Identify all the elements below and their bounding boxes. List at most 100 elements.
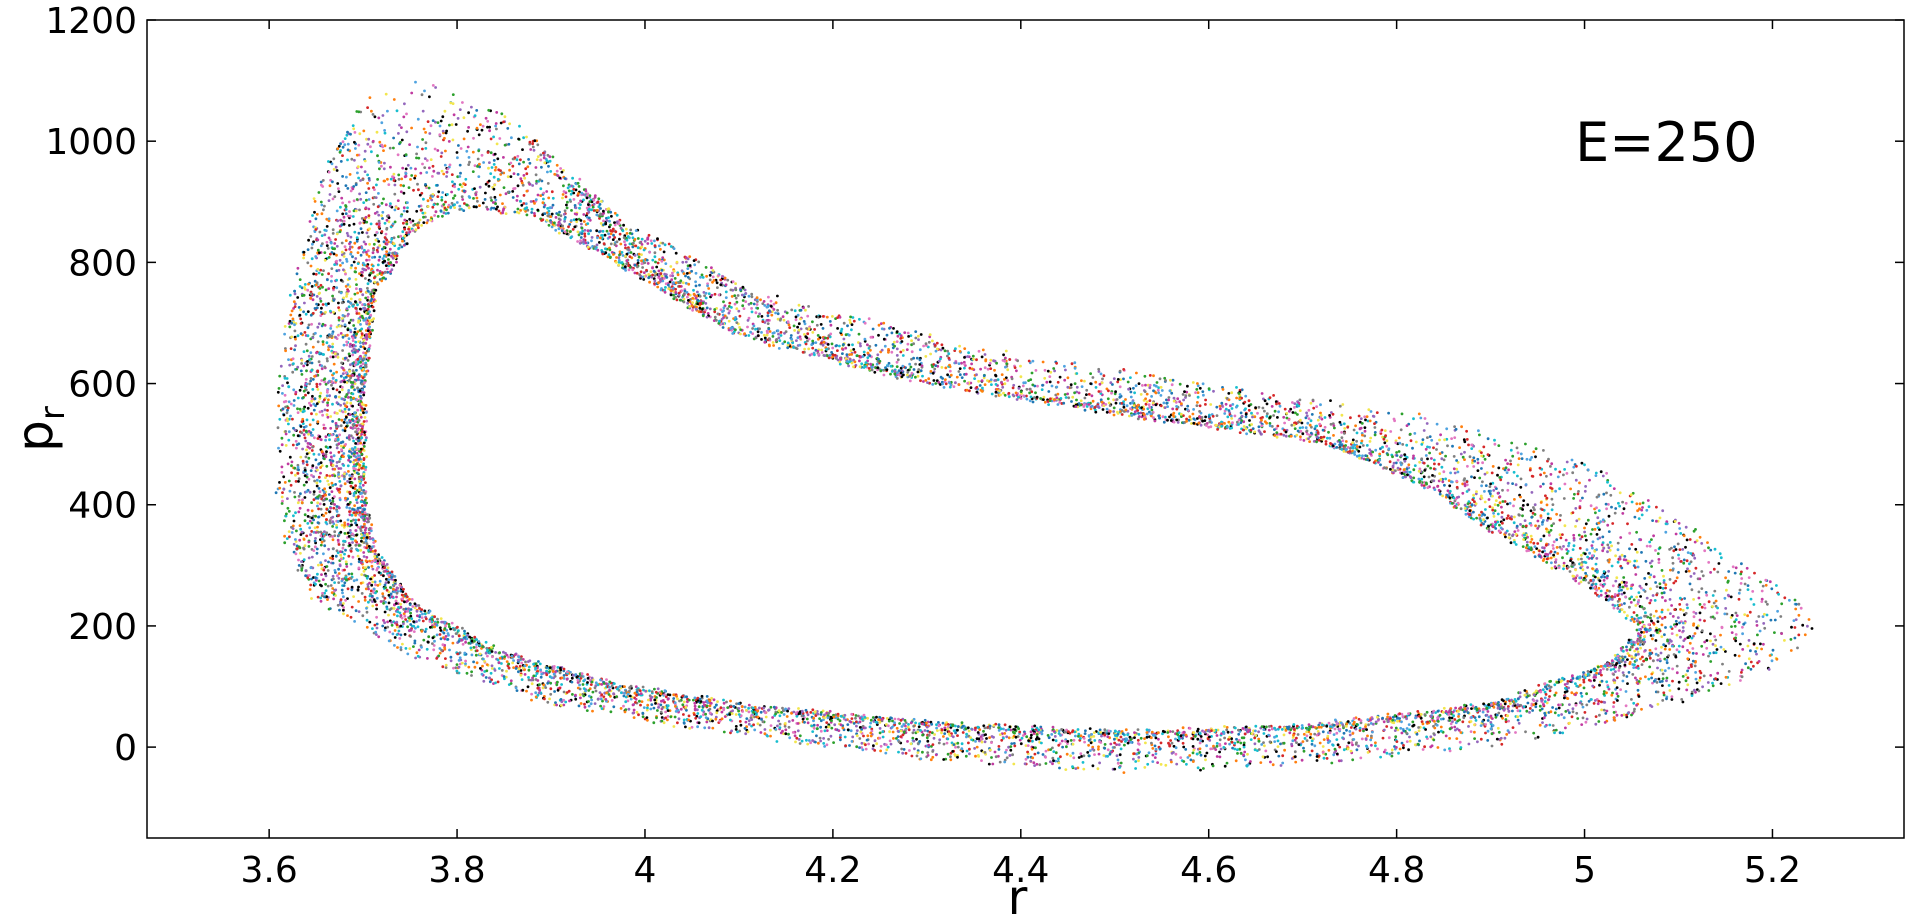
- scatter-point: [319, 538, 322, 541]
- scatter-point: [757, 315, 760, 318]
- scatter-point: [728, 301, 732, 305]
- scatter-point: [1487, 489, 1491, 493]
- scatter-point: [1110, 750, 1114, 754]
- scatter-point: [1595, 495, 1599, 499]
- scatter-point: [287, 430, 291, 434]
- scatter-point: [1582, 678, 1586, 682]
- scatter-point: [1783, 639, 1786, 642]
- scatter-point: [1442, 470, 1446, 474]
- scatter-point: [1655, 593, 1659, 597]
- scatter-point: [1057, 729, 1061, 733]
- scatter-point: [579, 199, 582, 203]
- scatter-point: [297, 468, 300, 472]
- scatter-point: [779, 334, 783, 337]
- scatter-point: [1691, 651, 1695, 655]
- scatter-point: [1306, 432, 1309, 436]
- scatter-point: [327, 547, 330, 551]
- scatter-point: [438, 626, 442, 630]
- scatter-point: [385, 238, 389, 242]
- scatter-point: [796, 729, 800, 733]
- scatter-point: [357, 176, 360, 180]
- scatter-point: [354, 539, 357, 543]
- scatter-point: [317, 271, 321, 275]
- scatter-point: [1523, 689, 1527, 692]
- scatter-point: [1610, 544, 1613, 548]
- scatter-point: [842, 337, 846, 341]
- scatter-point: [283, 325, 287, 328]
- scatter-point: [1391, 455, 1394, 459]
- scatter-point: [930, 722, 934, 726]
- scatter-point: [1230, 417, 1234, 420]
- scatter-point: [346, 518, 350, 522]
- scatter-point: [364, 404, 368, 407]
- scatter-point: [1329, 422, 1333, 426]
- scatter-point: [1031, 725, 1034, 729]
- scatter-point: [296, 396, 300, 400]
- scatter-point: [1296, 413, 1299, 416]
- scatter-point: [1656, 702, 1660, 706]
- scatter-point: [724, 296, 728, 299]
- scatter-point: [311, 378, 315, 381]
- scatter-point: [353, 241, 357, 245]
- scatter-point: [524, 660, 527, 664]
- scatter-point: [335, 446, 339, 450]
- scatter-point: [455, 151, 459, 154]
- scatter-point: [1679, 608, 1682, 611]
- scatter-point: [327, 160, 330, 163]
- scatter-point: [319, 599, 323, 603]
- scatter-point: [434, 86, 437, 89]
- scatter-point: [373, 623, 377, 627]
- scatter-point: [1666, 608, 1670, 612]
- scatter-point: [319, 200, 323, 204]
- scatter-point: [1360, 441, 1363, 445]
- scatter-point: [1533, 503, 1537, 507]
- scatter-point: [1263, 430, 1266, 433]
- scatter-point: [796, 325, 799, 329]
- scatter-point: [1664, 586, 1667, 590]
- scatter-point: [352, 518, 355, 522]
- scatter-point: [307, 323, 311, 327]
- scatter-point: [1423, 417, 1427, 420]
- scatter-point: [354, 442, 357, 445]
- scatter-point: [1496, 473, 1499, 477]
- scatter-point: [1577, 533, 1581, 537]
- scatter-point: [965, 749, 969, 753]
- scatter-point: [1230, 407, 1234, 410]
- scatter-point: [525, 172, 529, 176]
- scatter-point: [981, 348, 985, 352]
- scatter-point: [1519, 714, 1523, 718]
- scatter-point: [340, 388, 344, 392]
- scatter-point: [977, 379, 980, 383]
- scatter-point: [335, 510, 339, 513]
- scatter-point: [350, 605, 354, 609]
- scatter-point: [338, 608, 341, 612]
- scatter-point: [1473, 737, 1476, 740]
- scatter-point: [1024, 744, 1028, 747]
- scatter-point: [1159, 394, 1163, 397]
- scatter-point: [778, 339, 782, 342]
- scatter-point: [968, 747, 971, 751]
- scatter-point: [762, 706, 766, 710]
- scatter-point: [343, 407, 347, 411]
- scatter-point: [307, 432, 310, 436]
- scatter-point: [420, 93, 424, 97]
- scatter-point: [1632, 666, 1636, 669]
- scatter-point: [1174, 737, 1177, 741]
- scatter-point: [355, 310, 359, 313]
- scatter-point: [1088, 727, 1092, 730]
- scatter-point: [348, 369, 352, 373]
- scatter-point: [634, 685, 638, 689]
- scatter-point: [389, 270, 392, 274]
- scatter-point: [356, 408, 360, 412]
- scatter-point: [382, 167, 386, 171]
- scatter-point: [380, 279, 384, 283]
- scatter-point: [1752, 664, 1755, 668]
- scatter-point: [335, 269, 339, 273]
- scatter-point: [321, 400, 325, 404]
- scatter-point: [706, 312, 710, 315]
- scatter-point: [1529, 540, 1533, 544]
- scatter-point: [1594, 562, 1598, 566]
- scatter-point: [342, 215, 346, 219]
- scatter-point: [339, 142, 342, 146]
- scatter-point: [534, 691, 538, 695]
